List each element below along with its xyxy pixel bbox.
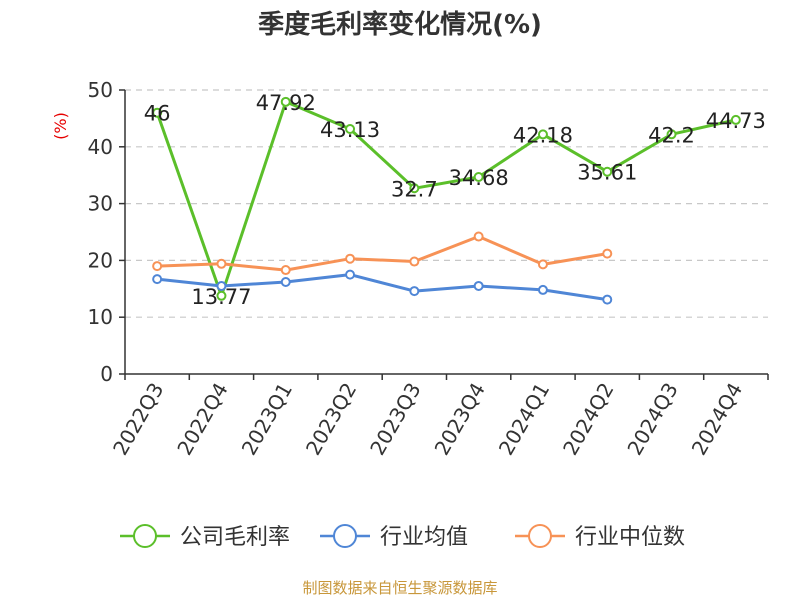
series-2-point-6 [537,259,548,270]
series-line-0 [155,100,737,298]
series-0-point-9 [730,114,741,125]
x-tick-label-2023Q4: 2023Q4 [430,379,490,460]
series-2-point-4 [409,256,420,267]
data-label-2023Q3: 32.7 [391,177,438,201]
x-tick-label-2024Q1: 2024Q1 [494,379,554,460]
series-1-point-6 [537,284,548,295]
legend-item-0[interactable]: 公司毛利率 [120,524,290,550]
series-1-point-5 [473,280,484,291]
series-0-point-4 [409,183,420,194]
data-label-2024Q1: 42.18 [513,123,573,147]
series-0-point-2 [280,96,291,107]
series-2-point-1 [216,258,227,269]
series-0-point-7 [602,166,613,177]
y-tick-label-40: 40 [88,135,113,159]
data-label-2024Q3: 42.2 [648,123,695,147]
series-2-point-2 [280,265,291,276]
data-label-2023Q1: 47.92 [256,91,316,115]
series-line-2 [157,235,608,272]
series-1-point-4 [409,286,420,297]
legend-marker-1 [333,524,357,548]
y-tick-label-20: 20 [88,248,113,272]
legend-label-1: 行业均值 [380,525,468,550]
series-0-point-3 [345,124,356,135]
x-tick-label-2022Q4: 2022Q4 [172,379,232,460]
x-tick-label-2023Q2: 2023Q2 [301,379,361,460]
x-tick-label-2024Q3: 2024Q3 [622,379,682,460]
series-layer [152,96,741,305]
series-2-point-0 [152,261,163,272]
series-2-point-5 [473,231,484,242]
legend-label-0: 公司毛利率 [180,525,290,550]
x-axis-ticks: 2022Q3 2022Q4 2023Q1 2023Q2 2023Q3 2023Q4 2024… [108,374,769,460]
x-tick-label-2023Q1: 2023Q1 [237,379,297,460]
legend-marker-0 [133,524,157,548]
series-1-point-1 [216,280,227,291]
series-0-point-1 [216,290,227,301]
series-2-point-7 [602,248,613,259]
series-0-point-6 [537,129,548,140]
series-2-point-3 [345,253,356,264]
y-tick-label-30: 30 [88,192,113,216]
data-label-2022Q3: 46 [144,102,171,126]
series-0-point-8 [666,129,677,140]
data-label-2023Q4: 34.68 [449,166,509,190]
chart-title: 季度毛利率变化情况(%) [258,9,542,40]
y-axis-unit: (%) [51,112,70,140]
y-axis-ticks: 0 10 20 30 40 50 [88,78,125,386]
data-label-2024Q2: 35.61 [577,161,637,185]
series-1-point-7 [602,294,613,305]
series-1-point-0 [152,274,163,285]
series-1-point-3 [345,269,356,280]
data-label-2023Q2: 43.13 [320,118,380,142]
x-tick-label-2024Q4: 2024Q4 [687,379,747,460]
data-label-2024Q4: 44.73 [706,109,766,133]
y-tick-label-0: 0 [100,362,113,386]
series-line-1 [157,273,608,302]
legend-item-1[interactable]: 行业均值 [320,524,468,550]
series-0-point-5 [473,172,484,183]
legend-marker-2 [528,524,552,548]
y-tick-label-50: 50 [88,78,113,102]
legend-item-2[interactable]: 行业中位数 [515,524,685,550]
series-0-point-0 [152,107,163,118]
x-tick-label-2024Q2: 2024Q2 [558,379,618,460]
source-note: 制图数据来自恒生聚源数据库 [302,579,497,597]
legend[interactable]: 公司毛利率 行业均值 行业中位数 [120,524,685,550]
y-tick-label-10: 10 [88,305,113,329]
x-tick-label-2023Q3: 2023Q3 [365,379,425,460]
gridlines [125,89,768,318]
series-1-point-2 [280,276,291,287]
legend-label-2: 行业中位数 [575,525,685,550]
x-tick-label-2022Q3: 2022Q3 [108,379,168,460]
data-label-2022Q4: 13.77 [191,285,251,309]
